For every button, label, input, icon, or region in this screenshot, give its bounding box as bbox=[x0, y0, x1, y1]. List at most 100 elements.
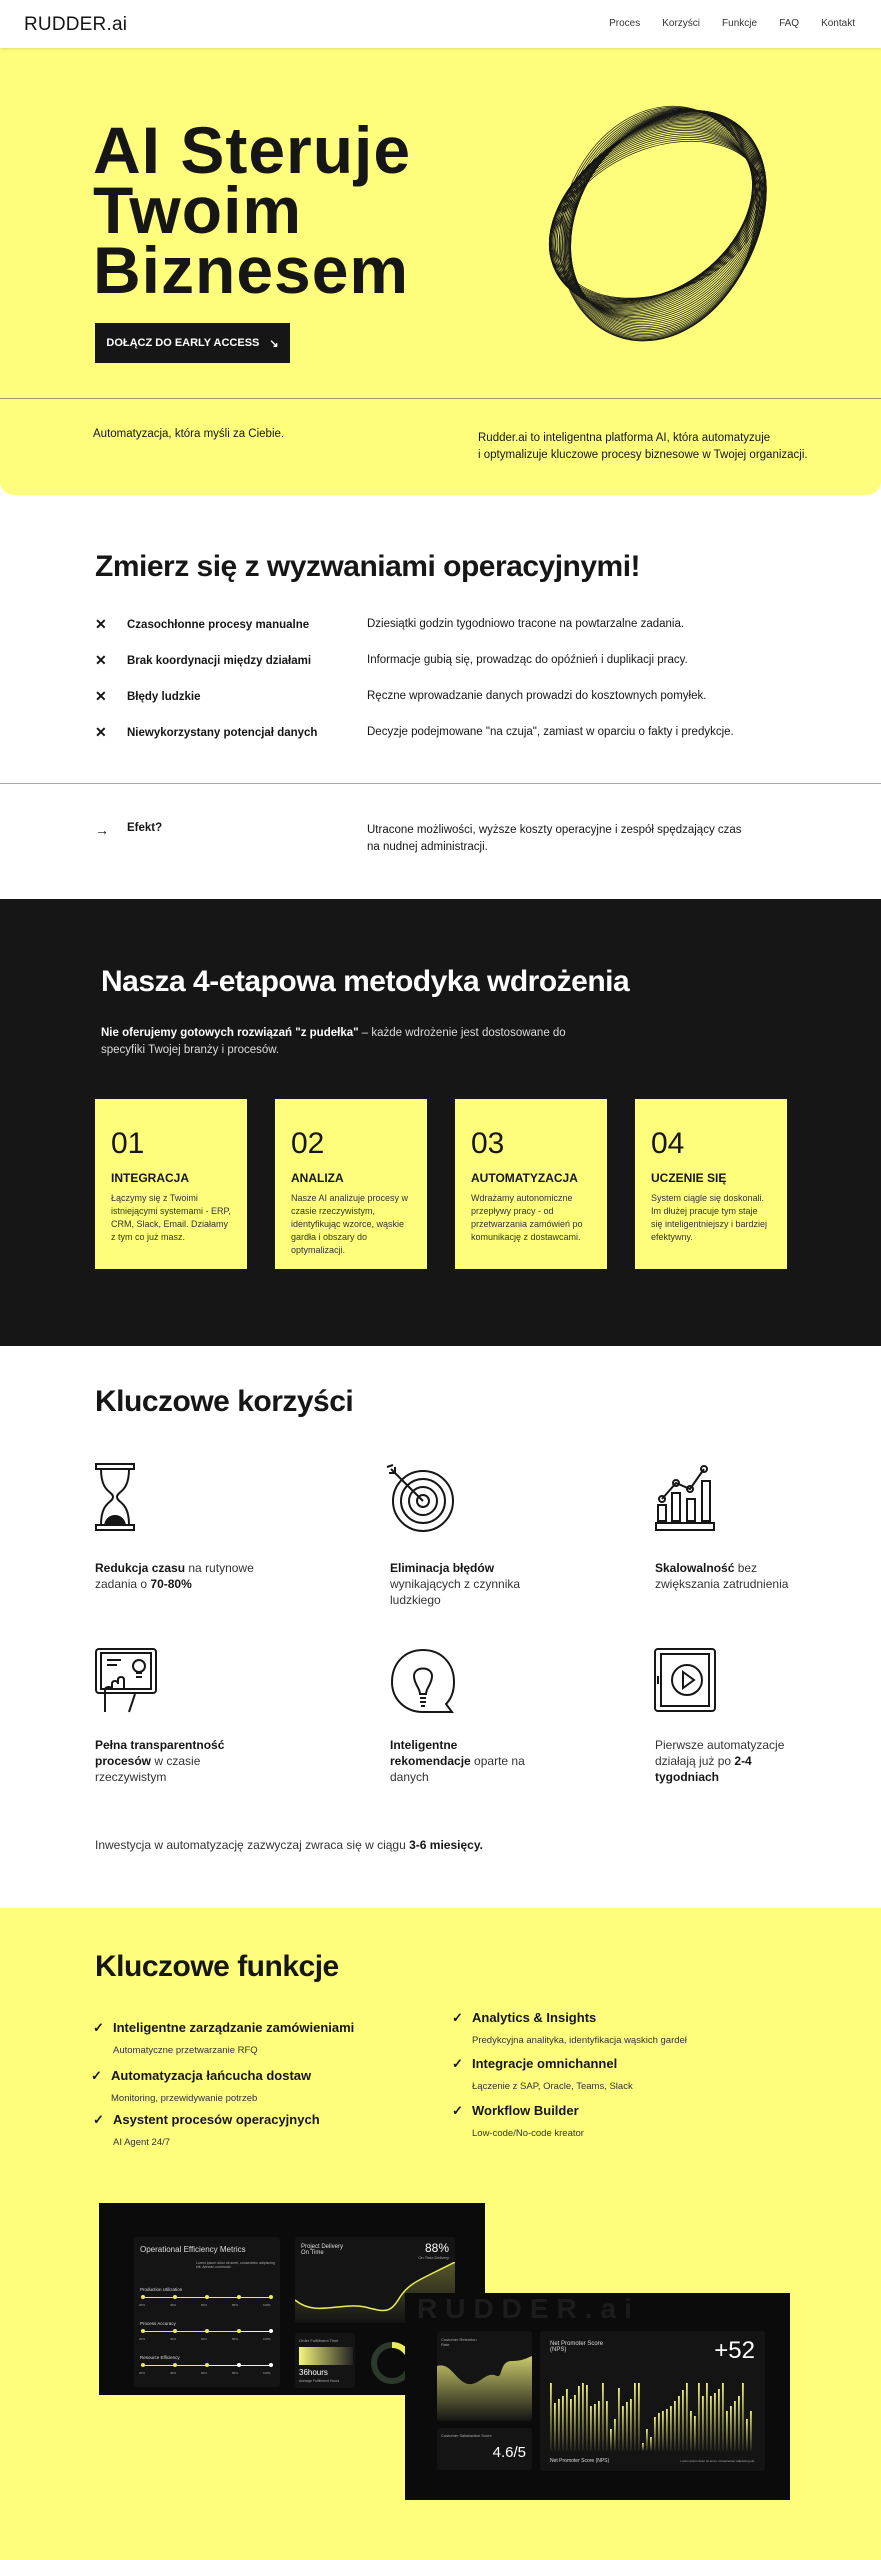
arrow-right-icon: → bbox=[95, 822, 109, 838]
ring-line bbox=[553, 137, 761, 300]
nps-bar bbox=[714, 2393, 716, 2451]
feature-item: ✓ Analytics & Insights Predykcyjna anality… bbox=[452, 2010, 687, 2046]
ring-line bbox=[550, 131, 757, 302]
nps-bar bbox=[590, 2406, 592, 2451]
check-icon: ✓ bbox=[452, 2056, 463, 2071]
challenges-title: Zmierz się z wyzwaniami operacyjnymi! bbox=[95, 550, 641, 583]
nps-bar bbox=[606, 2401, 608, 2451]
hourglass-icon bbox=[95, 1463, 135, 1531]
fulfillment-card: Order Fulfillment Time 36hours Average F… bbox=[295, 2333, 355, 2388]
nps-bar bbox=[566, 2389, 568, 2451]
tick-label: 20% bbox=[139, 2303, 146, 2307]
tick-label: 100% bbox=[263, 2371, 271, 2375]
nps-bar bbox=[694, 2416, 696, 2451]
x-icon: ✕ bbox=[95, 724, 107, 740]
nps-bar bbox=[670, 2406, 672, 2451]
feature-item: ✓ Integracje omnichannel Łączenie z SAP, O… bbox=[452, 2056, 633, 2092]
nav-kontakt[interactable]: Kontakt bbox=[821, 18, 855, 29]
check-icon: ✓ bbox=[91, 2068, 102, 2083]
benefit-item: Pełna transparentność procesów w czasie … bbox=[95, 1738, 225, 1784]
arrow-down-right-icon: ↘ bbox=[269, 337, 279, 350]
x-icon: ✕ bbox=[95, 652, 107, 668]
nps-bar bbox=[638, 2383, 640, 2451]
tick-label: 60% bbox=[201, 2371, 208, 2375]
nps-bar bbox=[750, 2411, 752, 2451]
tick-label: 60% bbox=[201, 2303, 208, 2307]
nps-bar bbox=[722, 2383, 724, 2451]
tick-label: 80% bbox=[232, 2371, 239, 2375]
feature-item: ✓ Asystent procesów operacyjnych AI Agent … bbox=[93, 2112, 320, 2148]
ring-line bbox=[555, 139, 763, 299]
ring-line bbox=[552, 135, 760, 300]
step-card: 02 ANALIZA Nasze AI analizuje procesy w cz… bbox=[275, 1099, 427, 1269]
nps-bar bbox=[618, 2388, 620, 2451]
nps-bar bbox=[562, 2396, 564, 2451]
hero-tagline: Automatyzacja, która myśli za Ciebie. bbox=[93, 428, 285, 440]
dashboard-panel-customer: RUDDER.ai Customer Retention Rate Custom… bbox=[405, 2293, 790, 2500]
nps-bar bbox=[646, 2429, 648, 2451]
nps-bars bbox=[550, 2383, 752, 2451]
early-access-button[interactable]: DOŁĄCZ DO EARLY ACCESS ↘ bbox=[95, 323, 290, 363]
nps-bar bbox=[658, 2413, 660, 2451]
benefit-item: Skalowalność bez zwiększania zatrudnieni… bbox=[655, 1561, 789, 1591]
wire-ring-graphic bbox=[548, 105, 767, 342]
method-title: Nasza 4-etapowa metodyka wdrożenia bbox=[101, 965, 630, 998]
nps-bar bbox=[610, 2429, 612, 2451]
ring-line bbox=[556, 140, 765, 299]
benefit-item: Pierwsze automatyzacje działają już po 2… bbox=[655, 1738, 785, 1784]
divider bbox=[0, 783, 881, 784]
ring-line bbox=[548, 126, 754, 304]
method-section: Nasza 4-etapowa metodyka wdrożenia Nie o… bbox=[0, 899, 881, 1346]
nps-bar bbox=[550, 2383, 552, 2451]
nav-proces[interactable]: Proces bbox=[609, 18, 641, 29]
nps-bar bbox=[686, 2383, 688, 2451]
benefits-title: Kluczowe korzyści bbox=[95, 1385, 354, 1418]
nps-bar bbox=[674, 2401, 676, 2451]
benefit-item: Redukcja czasu na rutynowe zadania o 70-… bbox=[95, 1561, 254, 1591]
nps-bar bbox=[742, 2383, 744, 2451]
nps-bar bbox=[734, 2401, 736, 2451]
nps-bar bbox=[726, 2411, 728, 2451]
challenge-item: ✕ Niewykorzystany potencjał danych Decyzje… bbox=[95, 724, 734, 740]
nps-bar bbox=[642, 2443, 644, 2451]
features-section: Kluczowe funkcje ✓ Inteligentne zarządzan… bbox=[0, 1908, 881, 2560]
nps-bar bbox=[662, 2411, 664, 2451]
ops-metrics-card: Operational Efficiency Metrics Lorem ips… bbox=[134, 2237, 280, 2387]
nav-funkcje[interactable]: Funkcje bbox=[722, 18, 758, 29]
benefit-item: Eliminacja błędów wynikających z czynnik… bbox=[390, 1561, 521, 1607]
nps-bar bbox=[626, 2402, 628, 2451]
nav-korzysci[interactable]: Korzyści bbox=[662, 18, 701, 29]
nps-bar bbox=[698, 2383, 700, 2451]
nps-bar bbox=[702, 2396, 704, 2451]
lightbulb-bubble-icon bbox=[390, 1648, 456, 1713]
nps-bar bbox=[738, 2396, 740, 2451]
nps-bar bbox=[690, 2411, 692, 2451]
nav-faq[interactable]: FAQ bbox=[779, 18, 800, 29]
feature-item: ✓ Workflow Builder Low-code/No-code kreato… bbox=[452, 2103, 584, 2139]
tick-label: 100% bbox=[263, 2337, 271, 2341]
nps-card: Net Promoter Score (NPS) +52 Net Promote… bbox=[540, 2331, 765, 2471]
nps-bar bbox=[582, 2383, 584, 2451]
tick-label: 40% bbox=[170, 2303, 177, 2307]
method-intro: Nie oferujemy gotowych rozwiązań "z pude… bbox=[101, 1027, 566, 1056]
features-title: Kluczowe funkcje bbox=[95, 1950, 339, 1983]
target-icon bbox=[386, 1464, 454, 1532]
nps-bar bbox=[586, 2385, 588, 2451]
nps-bar bbox=[578, 2386, 580, 2451]
nps-bar bbox=[630, 2399, 632, 2451]
retention-card: Customer Retention Rate bbox=[437, 2331, 532, 2421]
hero-title: AI Steruje Twoim Biznesem bbox=[93, 113, 412, 307]
logo[interactable]: RUDDER.ai bbox=[24, 14, 128, 35]
ring-line bbox=[551, 133, 758, 301]
nps-bar bbox=[706, 2383, 708, 2451]
nps-bar bbox=[634, 2383, 636, 2451]
tick-label: 40% bbox=[170, 2337, 177, 2341]
nps-bar bbox=[554, 2403, 556, 2451]
check-icon: ✓ bbox=[93, 2020, 104, 2035]
nps-bar bbox=[718, 2389, 720, 2451]
csat-card: Customer Satisfaction Score 4.6/5 bbox=[437, 2428, 532, 2470]
nps-bar bbox=[574, 2395, 576, 2451]
nps-bar bbox=[594, 2404, 596, 2451]
tick-label: 40% bbox=[170, 2371, 177, 2375]
metric-label: Production Utilization bbox=[140, 2287, 183, 2292]
